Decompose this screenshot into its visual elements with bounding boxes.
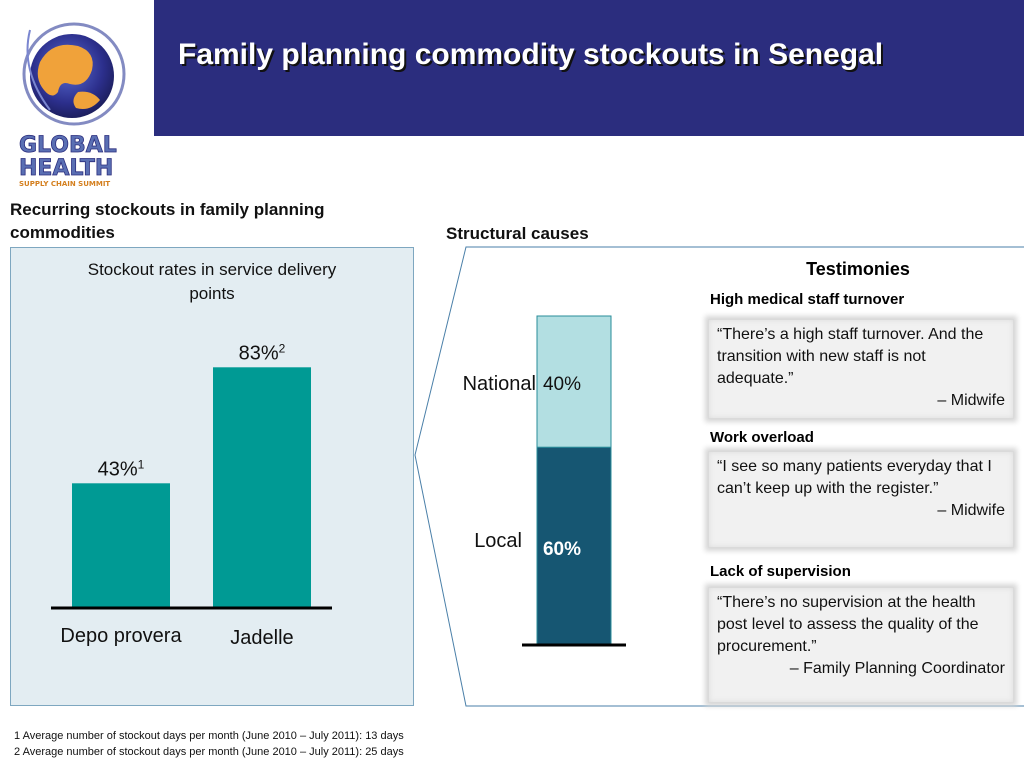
svg-text:HEALTH: HEALTH (19, 156, 113, 181)
segment-name-label: Local (474, 530, 522, 552)
testimony-note: “I see so many patients everyday that I … (708, 451, 1014, 548)
right-section-heading: Structural causes (446, 224, 589, 243)
footnote: 1 Average number of stockout days per mo… (14, 730, 404, 742)
testimony-quote: “There’s no supervision at the health po… (717, 594, 979, 655)
category-label: Depo provera (60, 625, 182, 647)
category-label: Jadelle (230, 627, 293, 649)
svg-text:GLOBAL: GLOBAL (19, 133, 117, 158)
svg-text:SUPPLY CHAIN SUMMIT: SUPPLY CHAIN SUMMIT (19, 180, 110, 188)
chart-title-line-1: Stockout rates in service delivery (88, 260, 337, 279)
testimony-note: “There’s a high staff turnover. And the … (708, 319, 1014, 419)
testimony-attribution: – Midwife (937, 502, 1005, 519)
segment-name-label: National (463, 373, 536, 395)
testimony-quote: “I see so many patients everyday that I … (717, 458, 992, 497)
logo-area: GLOBAL HEALTH SUPPLY CHAIN SUMMIT (0, 0, 154, 192)
chart-title-line-2: points (189, 284, 234, 303)
testimony-heading: High medical staff turnover (710, 291, 905, 308)
testimony-attribution: – Midwife (937, 392, 1005, 409)
footnote: 2 Average number of stockout days per mo… (14, 746, 404, 758)
bar-value-label: 43%1 (98, 457, 145, 480)
page-title: Family planning commodity stockouts in S… (178, 38, 884, 71)
footnote-marker: 2 (279, 341, 286, 355)
global-health-logo: GLOBAL HEALTH SUPPLY CHAIN SUMMIT (19, 22, 126, 188)
left-section-heading: Recurring stockouts in family planning c… (10, 200, 325, 242)
testimony-heading: Lack of supervision (710, 563, 851, 580)
segment-value-label: 40% (543, 374, 581, 395)
footnote-marker: 1 (138, 457, 145, 471)
segment-value-label: 60% (543, 539, 581, 560)
testimony-note: “There’s no supervision at the health po… (708, 587, 1014, 703)
title-band (154, 0, 1024, 136)
testimony-attribution: – Family Planning Coordinator (789, 660, 1005, 677)
bar-jadelle (213, 367, 311, 608)
testimony-quote: “There’s a high staff turnover. And the … (717, 326, 984, 387)
testimonies-title: Testimonies (806, 259, 910, 279)
bar-value-label: 83%2 (239, 341, 286, 364)
stockout-chart-panel (10, 247, 414, 706)
testimony-heading: Work overload (710, 429, 814, 446)
segment-local (536, 446, 612, 645)
stockout-bar-chart: Stockout rates in service delivery point… (51, 260, 337, 649)
bar-depo-provera (72, 483, 170, 608)
segment-national (536, 315, 612, 448)
